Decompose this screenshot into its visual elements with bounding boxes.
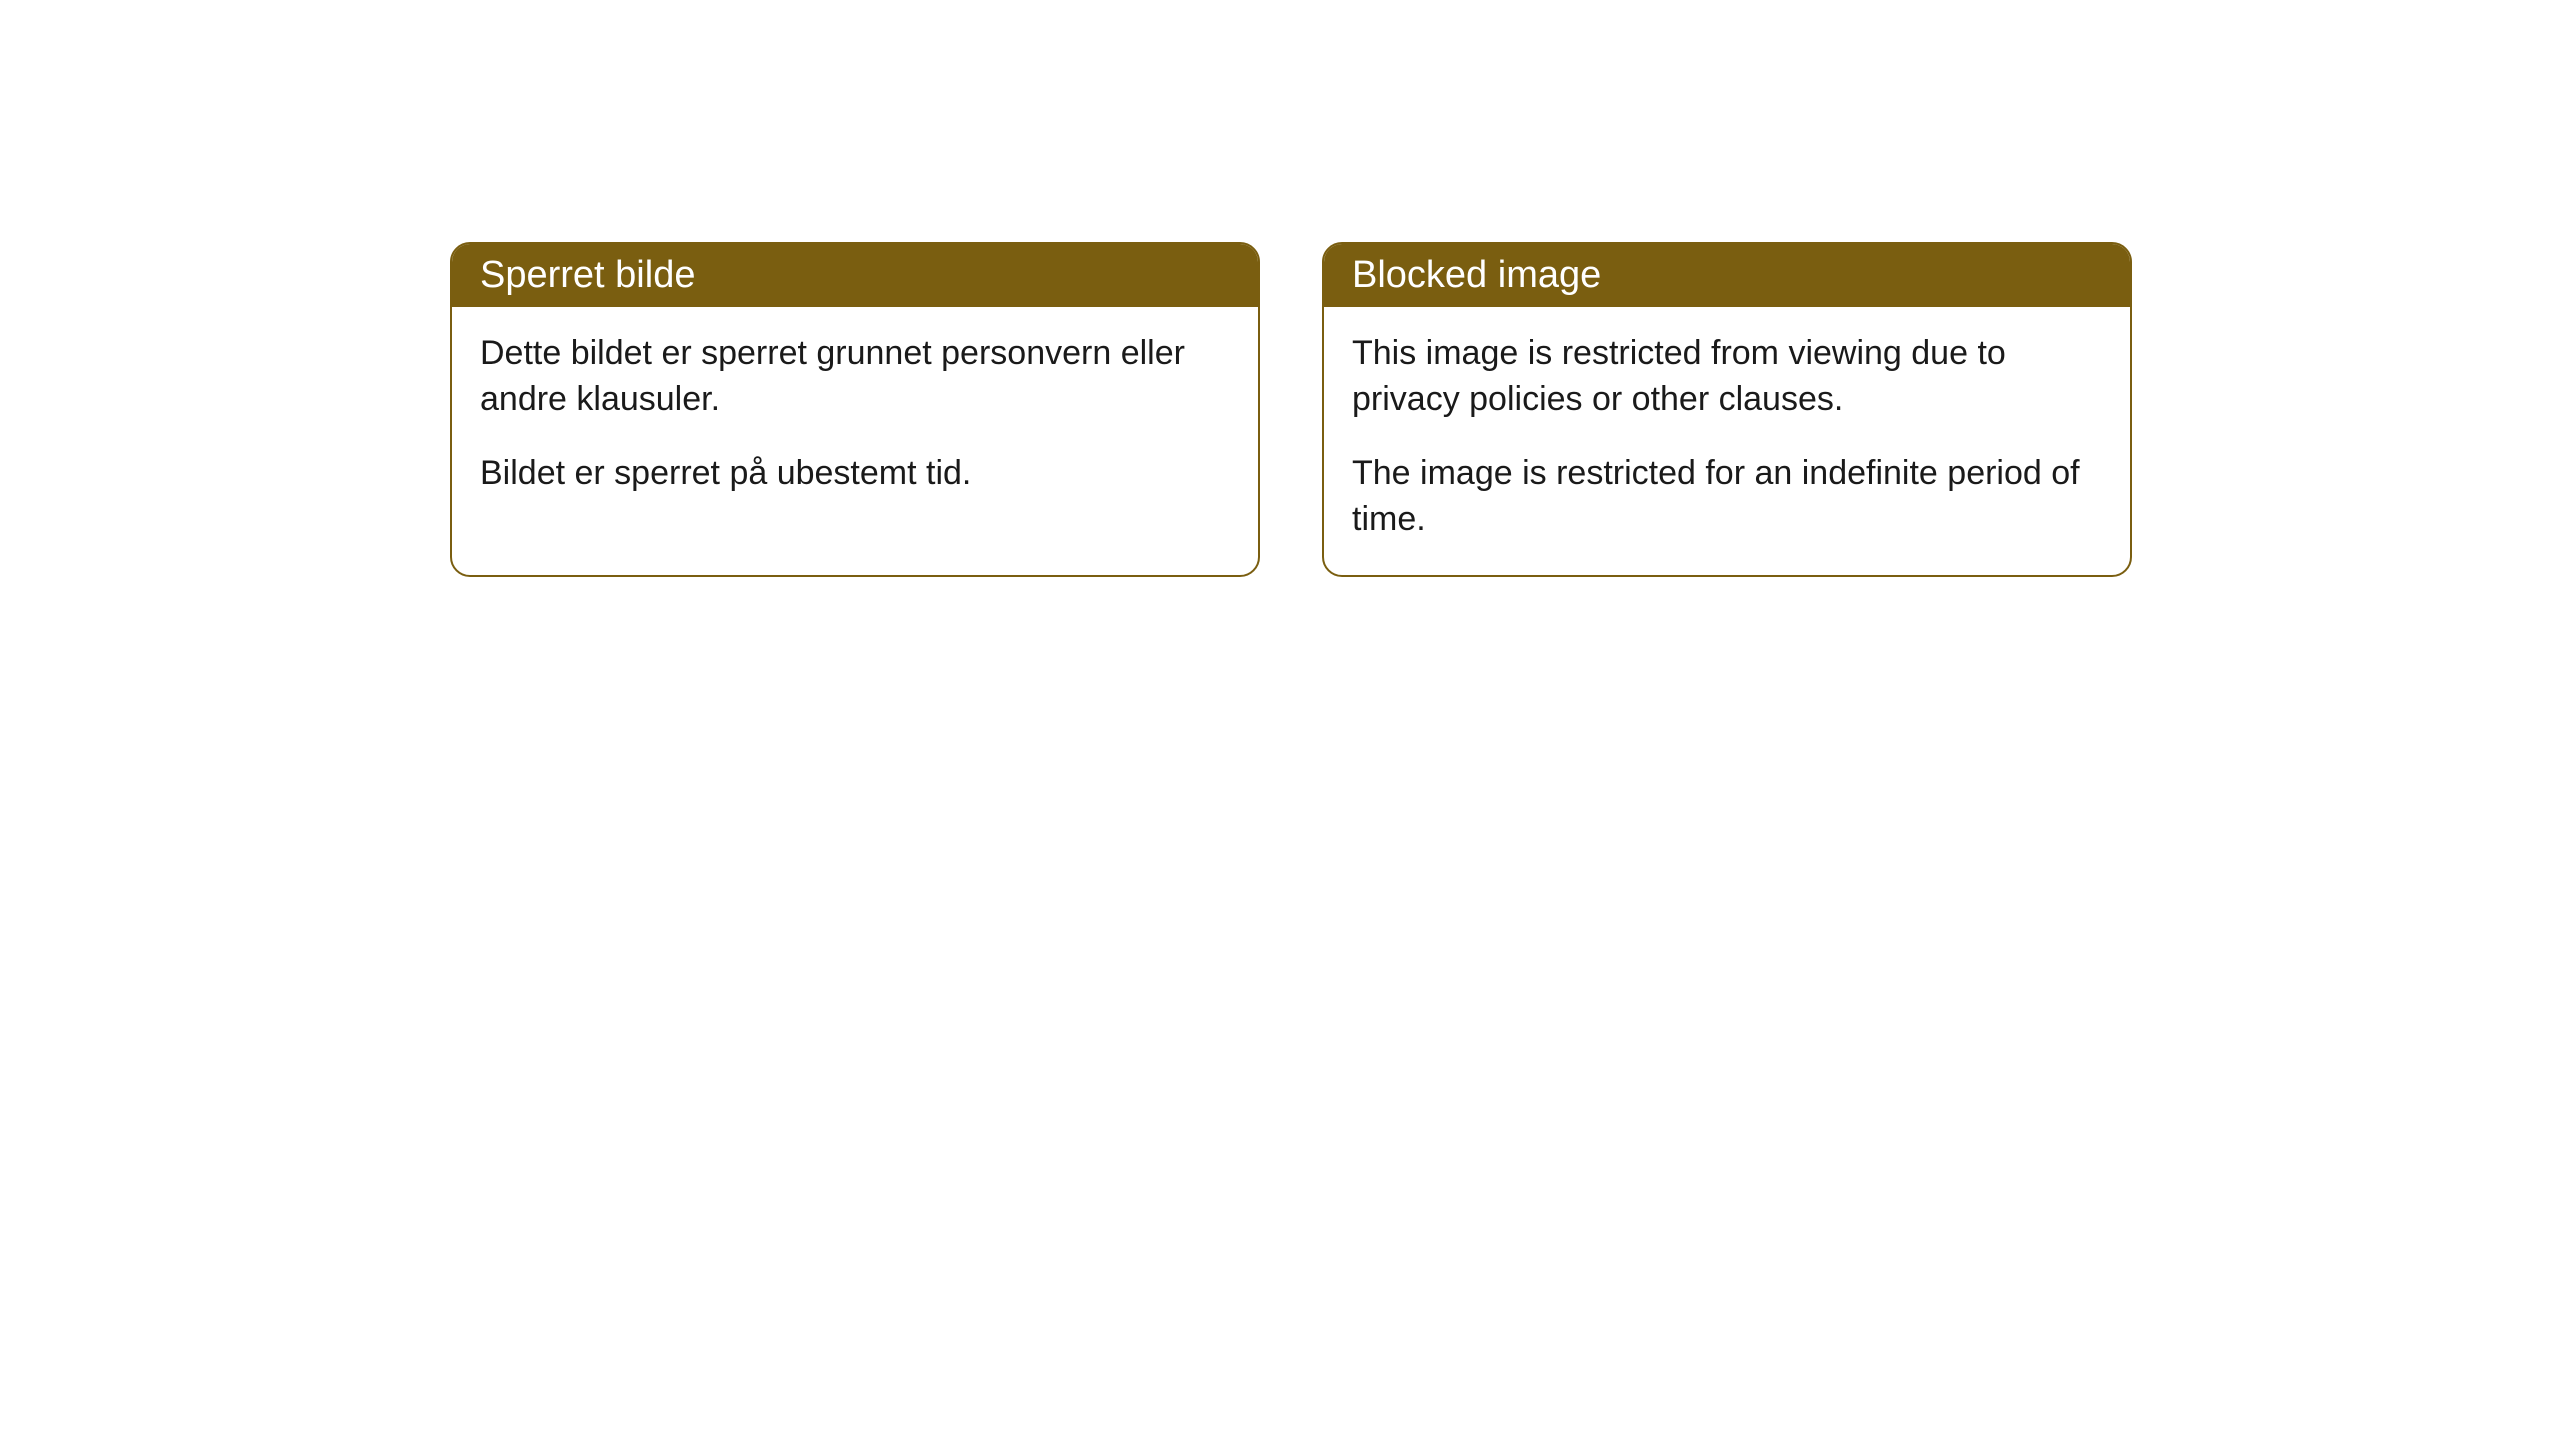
- card-body-english: This image is restricted from viewing du…: [1324, 307, 2130, 575]
- card-title-english: Blocked image: [1352, 254, 1601, 296]
- card-header-norwegian: Sperret bilde: [452, 244, 1258, 307]
- blocked-image-card-norwegian: Sperret bilde Dette bildet er sperret gr…: [450, 242, 1260, 577]
- notice-cards-container: Sperret bilde Dette bildet er sperret gr…: [450, 242, 2132, 577]
- card-header-english: Blocked image: [1324, 244, 2130, 307]
- card-paragraph-2-norwegian: Bildet er sperret på ubestemt tid.: [480, 451, 1230, 497]
- card-paragraph-1-english: This image is restricted from viewing du…: [1352, 331, 2102, 423]
- card-paragraph-2-english: The image is restricted for an indefinit…: [1352, 451, 2102, 543]
- card-paragraph-1-norwegian: Dette bildet er sperret grunnet personve…: [480, 331, 1230, 423]
- card-title-norwegian: Sperret bilde: [480, 254, 695, 296]
- blocked-image-card-english: Blocked image This image is restricted f…: [1322, 242, 2132, 577]
- card-body-norwegian: Dette bildet er sperret grunnet personve…: [452, 307, 1258, 529]
